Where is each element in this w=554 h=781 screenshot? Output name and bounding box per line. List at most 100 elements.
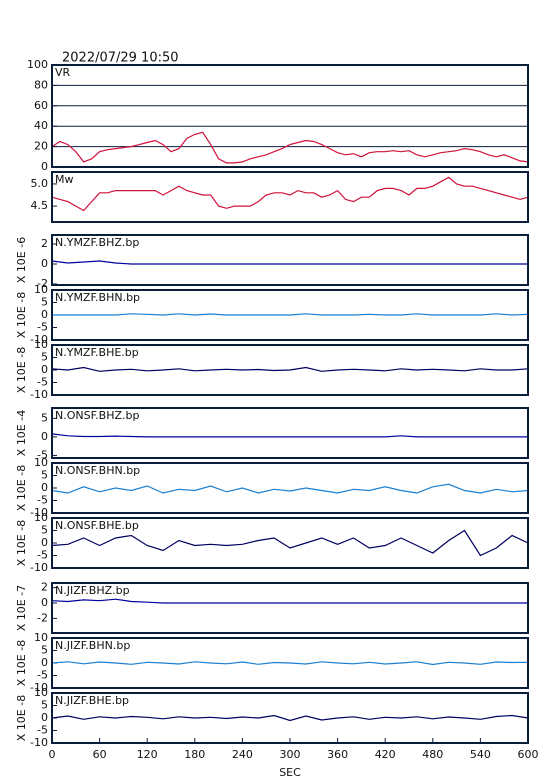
y-tick-label: -5	[37, 321, 48, 334]
y-tick-label: -10	[30, 681, 48, 694]
y-tick-label: -2	[37, 611, 48, 624]
panel-label: N.YMZF.BHE.bp	[55, 346, 139, 359]
trace	[51, 529, 529, 557]
panel-frame	[51, 517, 529, 569]
y-tick-label: -5	[37, 494, 48, 507]
panel-label: N.ONSF.BHN.bp	[55, 464, 140, 477]
y-tick-label: 10	[34, 631, 48, 644]
y-tick-label: 0	[41, 430, 48, 443]
y-tick-label: 4.5	[31, 199, 49, 212]
y-tick-label: 0	[41, 596, 48, 609]
y-tick-label: -5	[37, 724, 48, 737]
y-tick-label: -10	[30, 506, 48, 519]
unit-label: X 10E -6	[15, 237, 28, 283]
y-tick-label: 0	[41, 711, 48, 724]
trace	[51, 598, 528, 604]
y-tick-label: 5	[41, 644, 48, 657]
x-tick-label: 420	[375, 748, 396, 761]
y-tick-label: 0	[41, 160, 48, 173]
panel-frame	[51, 289, 529, 341]
y-tick-label: 5	[41, 296, 48, 309]
y-tick-label: 5	[41, 699, 48, 712]
panel-label: N.JIZF.BHE.bp	[55, 694, 129, 707]
y-tick-label: -5	[37, 549, 48, 562]
panel-label: N.ONSF.BHZ.bp	[55, 409, 139, 422]
y-tick-label: 5	[41, 411, 48, 424]
trace	[52, 313, 529, 316]
y-tick-label: 0	[41, 656, 48, 669]
panel-label: N.YMZF.BHN.bp	[55, 291, 140, 304]
y-tick-label: 5	[41, 524, 48, 537]
y-tick-label: 0	[41, 363, 48, 376]
y-tick-label: 5.0	[31, 177, 49, 190]
trace	[51, 260, 528, 265]
panel-label: VR	[55, 66, 71, 79]
panel-frame	[51, 171, 529, 223]
x-tick-label: 60	[93, 748, 107, 761]
panel-frame	[51, 637, 529, 689]
x-tick-label: 540	[470, 748, 491, 761]
y-tick-label: 10	[34, 511, 48, 524]
y-tick-label: 20	[34, 140, 48, 153]
unit-label: X 10E -8	[15, 465, 28, 511]
y-tick-label: 0	[41, 481, 48, 494]
y-tick-label: 0	[41, 536, 48, 549]
y-tick-label: 2	[41, 237, 48, 250]
panel-frame	[51, 462, 529, 514]
panel-frame	[51, 407, 529, 459]
y-tick-label: 40	[34, 119, 48, 132]
y-tick-label: -10	[30, 388, 48, 401]
unit-label: X 10E -8	[15, 347, 28, 393]
y-tick-label: -5	[37, 669, 48, 682]
y-tick-label: 10	[34, 338, 48, 351]
x-axis-label: SEC	[279, 766, 301, 779]
y-tick-label: -10	[30, 736, 48, 749]
x-tick-label: 240	[232, 748, 253, 761]
panel-frame	[51, 344, 529, 396]
unit-label: X 10E -8	[15, 520, 28, 566]
y-tick-label: -5	[37, 376, 48, 389]
y-tick-label: 60	[34, 99, 48, 112]
y-tick-label: -10	[30, 333, 48, 346]
y-tick-label: 2	[41, 581, 48, 594]
trace	[51, 433, 528, 438]
chart-title: 2022/07/29 10:50	[62, 51, 179, 66]
y-tick-label: -5	[37, 448, 48, 461]
panel-label: N.YMZF.BHZ.bp	[55, 236, 139, 249]
trace	[51, 366, 529, 372]
trace	[51, 131, 529, 164]
y-tick-label: 10	[34, 686, 48, 699]
unit-label: X 10E -8	[15, 292, 28, 338]
trace	[51, 483, 529, 494]
y-tick-label: 5	[41, 351, 48, 364]
trace	[51, 661, 529, 666]
x-tick-label: 120	[137, 748, 158, 761]
unit-label: X 10E -4	[15, 410, 28, 456]
y-tick-label: 5	[41, 469, 48, 482]
x-tick-label: 300	[280, 748, 301, 761]
y-tick-label: 10	[34, 283, 48, 296]
panel-frame	[51, 582, 529, 634]
x-tick-label: 600	[518, 748, 539, 761]
y-tick-label: 0	[41, 308, 48, 321]
x-tick-label: 360	[327, 748, 348, 761]
y-tick-label: 10	[34, 456, 48, 469]
panel-label: N.JIZF.BHZ.bp	[55, 584, 130, 597]
y-tick-label: -10	[30, 561, 48, 574]
y-tick-label: -2	[37, 277, 48, 290]
x-tick-label: 180	[184, 748, 205, 761]
panel-label: Mw	[55, 173, 74, 186]
unit-label: X 10E -7	[15, 585, 28, 631]
unit-label: X 10E -8	[15, 640, 28, 686]
y-tick-label: 100	[27, 58, 48, 71]
x-tick-label: 0	[49, 748, 56, 761]
y-tick-label: 0	[41, 257, 48, 270]
panel-frame	[51, 64, 529, 168]
x-tick-label: 480	[422, 748, 443, 761]
trace	[51, 714, 529, 722]
panel-frame	[51, 234, 529, 286]
panel-label: N.ONSF.BHE.bp	[55, 519, 139, 532]
panel-label: N.JIZF.BHN.bp	[55, 639, 130, 652]
unit-label: X 10E -8	[15, 695, 28, 741]
